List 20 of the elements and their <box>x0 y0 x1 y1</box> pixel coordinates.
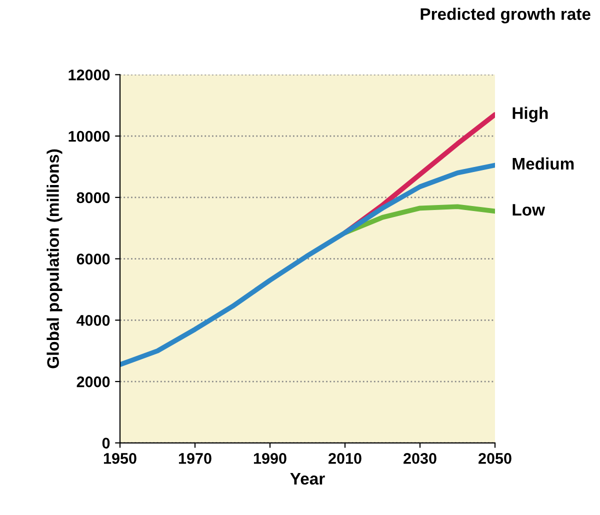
y-tick-label: 4000 <box>76 315 110 326</box>
x-tick-label: 1970 <box>178 453 212 464</box>
x-tick-label: 2050 <box>478 453 512 464</box>
y-tick-label: 6000 <box>76 254 110 264</box>
y-axis-title: Global population (millions) <box>46 149 62 368</box>
y-tick-label: 0 <box>102 438 110 449</box>
line-series <box>120 162 495 368</box>
x-tick-label: 2010 <box>328 453 362 464</box>
legend-title: Predicted growth rate <box>420 8 590 24</box>
x-tick-label: 2030 <box>404 453 436 464</box>
series-label: Medium <box>512 157 574 170</box>
y-tick-label: 2000 <box>76 376 110 388</box>
y-tick-label: 8000 <box>76 192 110 204</box>
y-tick-label: 10000 <box>68 130 110 142</box>
series-label: Low <box>512 204 546 216</box>
series-label: High <box>512 106 548 122</box>
y-tick-label: 12000 <box>68 70 110 80</box>
x-axis-title: Year <box>290 473 325 485</box>
x-tick-label: 1950 <box>104 453 136 464</box>
x-tick-label: 1990 <box>254 453 286 464</box>
